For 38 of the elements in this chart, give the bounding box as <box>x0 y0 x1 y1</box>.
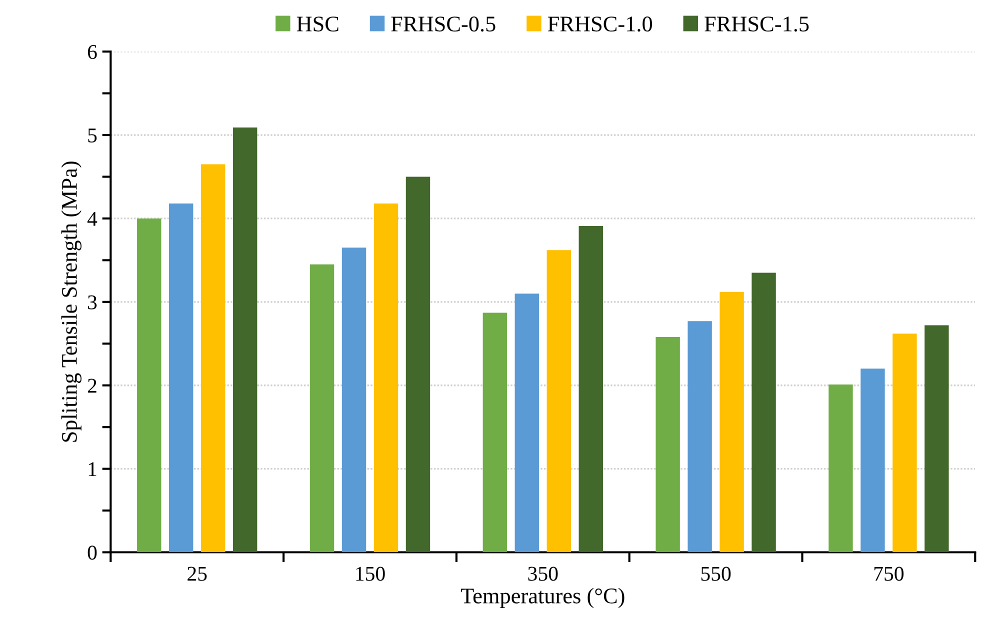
bar <box>310 264 334 552</box>
bar <box>656 336 680 552</box>
x-tick-label: 350 <box>528 566 558 581</box>
bar <box>924 325 949 552</box>
bar <box>720 292 744 552</box>
y-tick-label: 4 <box>87 212 98 226</box>
bar <box>860 368 885 552</box>
bar <box>200 164 226 552</box>
x-tick-label: 750 <box>874 566 904 581</box>
bar <box>169 203 194 552</box>
y-tick-label: 1 <box>88 462 96 476</box>
bar <box>137 218 162 552</box>
bar <box>232 128 258 552</box>
bar <box>406 176 430 552</box>
bar <box>342 248 366 552</box>
x-tick-label: 550 <box>701 566 731 581</box>
y-tick-label: 6 <box>88 45 97 60</box>
bar <box>546 250 571 552</box>
legend-label: FRHSC-1.5 <box>704 16 809 32</box>
y-tick-label: 2 <box>88 378 96 393</box>
bar <box>892 334 917 552</box>
legend-label: FRHSC-1.0 <box>548 16 652 32</box>
legend-label: HSC <box>296 16 338 32</box>
bar <box>374 203 398 552</box>
y-tick-label: 3 <box>88 295 97 310</box>
x-tick-label: 150 <box>356 566 385 581</box>
bar <box>828 384 853 552</box>
bar <box>578 226 603 552</box>
bar <box>688 321 712 552</box>
y-tick-label: 0 <box>88 546 97 560</box>
y-tick-label: 5 <box>88 128 97 142</box>
x-axis-title: Temperatures (°C) <box>460 588 624 608</box>
y-axis-title: Spliting Tensile Strength (MPa) <box>61 162 82 442</box>
x-tick-label: 25 <box>188 566 207 581</box>
bar <box>482 312 508 552</box>
legend-label: FRHSC-0.5 <box>391 16 496 32</box>
bar <box>752 272 776 552</box>
bar <box>514 294 540 552</box>
